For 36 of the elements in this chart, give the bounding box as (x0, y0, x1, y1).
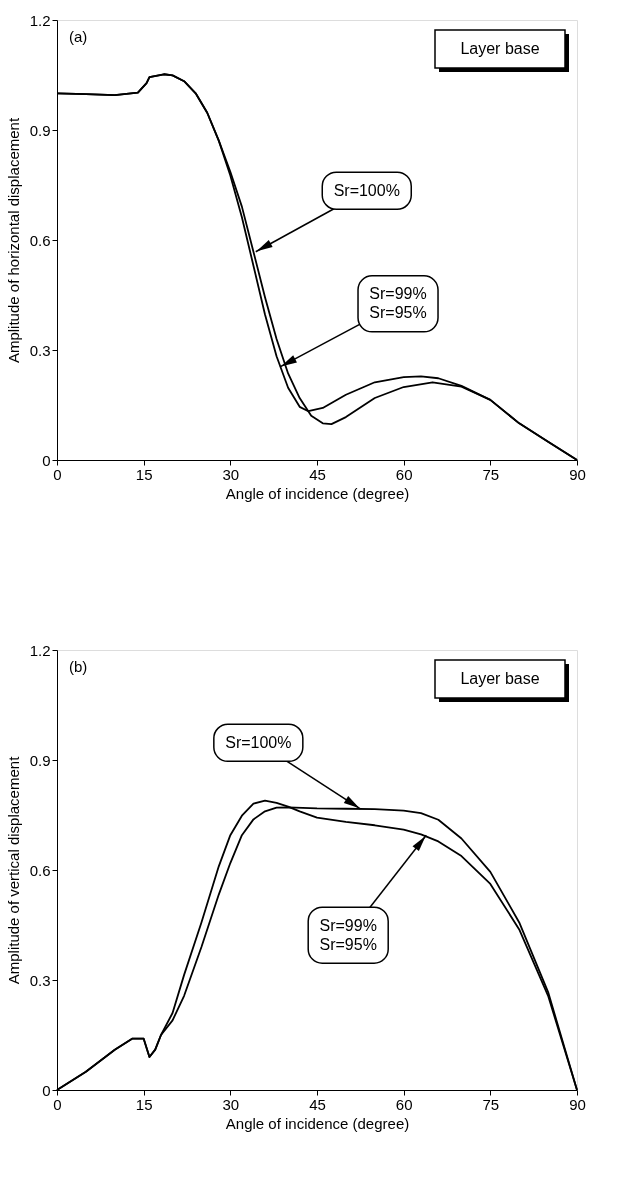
y-tick-label: 1.2 (29, 11, 51, 29)
y-tick-label: 0 (42, 451, 51, 469)
annotation: (b) (69, 658, 88, 675)
y-axis-title: Amplitude of vertical displacement (4, 755, 22, 985)
annotation: Layer base (460, 670, 540, 687)
annotation: Sr=99% Sr=95% (369, 285, 427, 322)
x-axis-title: Angle of incidence (degree) (225, 1114, 410, 1132)
annotation: Sr=100% (225, 733, 292, 751)
y-tick-label: 0.9 (29, 121, 51, 139)
y-tick-label: 0.9 (29, 751, 51, 769)
x-tick-label: 90 (569, 1095, 586, 1113)
x-tick-label: 15 (135, 1095, 153, 1113)
x-tick-label: 0 (53, 1095, 62, 1113)
x-tick-label: 45 (309, 1095, 326, 1113)
x-tick-label: 0 (53, 465, 62, 483)
x-tick-label: 75 (482, 1095, 500, 1113)
y-tick-label: 0.3 (29, 971, 51, 989)
x-tick-label: 30 (222, 465, 240, 483)
y-tick-label: 0.3 (29, 341, 51, 359)
x-tick-label: 75 (482, 465, 500, 483)
y-tick-label: 1.2 (29, 641, 51, 659)
annotation: Sr=99% Sr=95% (319, 916, 377, 953)
x-tick-label: 15 (135, 465, 153, 483)
annotation: Sr=100% (333, 181, 400, 199)
y-tick-label: 0 (42, 1081, 51, 1099)
x-tick-label: 90 (569, 465, 586, 483)
x-tick-label: 60 (395, 465, 413, 483)
x-tick-label: 45 (309, 465, 326, 483)
x-tick-label: 30 (222, 1095, 240, 1113)
x-tick-label: 60 (395, 1095, 413, 1113)
y-tick-label: 0.6 (29, 231, 51, 249)
y-tick-label: 0.6 (29, 861, 51, 879)
x-axis-title: Angle of incidence (degree) (225, 484, 410, 502)
annotation: Layer base (460, 40, 540, 57)
y-axis-title: Amplitude of horizontal displacement (4, 117, 22, 364)
annotation: (a) (69, 28, 88, 45)
